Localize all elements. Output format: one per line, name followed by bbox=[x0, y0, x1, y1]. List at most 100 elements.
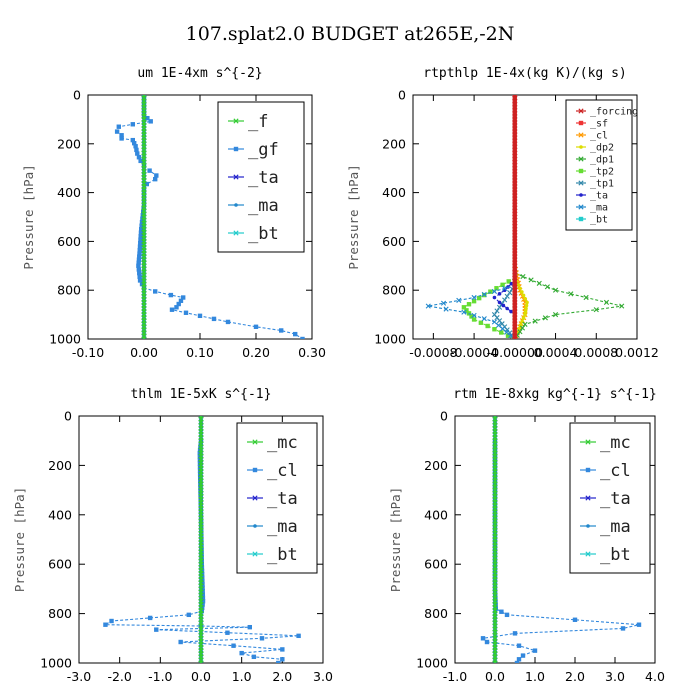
series-forcing-marker bbox=[512, 336, 518, 339]
series-tp1-marker bbox=[504, 293, 510, 299]
series-cl-marker bbox=[259, 636, 265, 641]
series-tp2-marker bbox=[492, 327, 497, 332]
series-dp2-marker bbox=[521, 293, 526, 298]
legend-label: _tp2 bbox=[590, 167, 614, 178]
legend-label: _dp1 bbox=[590, 155, 614, 166]
series-cl-marker bbox=[516, 643, 522, 648]
series-tp1-marker bbox=[496, 304, 503, 310]
legend-label: _cl bbox=[267, 461, 298, 481]
series-cl-marker bbox=[620, 626, 626, 631]
legend-swatch-marker bbox=[578, 168, 584, 174]
series-dp1-marker bbox=[532, 318, 538, 324]
x-tick-label: -1.0 bbox=[443, 669, 467, 684]
y-tick-label: 400 bbox=[57, 185, 81, 200]
series-dp2-marker bbox=[518, 323, 523, 327]
legend-label: _ta bbox=[590, 191, 608, 202]
legend-swatch-marker bbox=[579, 193, 583, 197]
series-gf-marker bbox=[181, 295, 186, 300]
series-gf-marker bbox=[253, 324, 259, 329]
legend-swatch-marker bbox=[234, 203, 238, 207]
series-mc-marker bbox=[492, 660, 498, 663]
x-tick-label: -0.0008 bbox=[409, 345, 457, 360]
panel-title: thlm 1E-5xK s^{-1} bbox=[131, 387, 272, 402]
y-axis-label: Pressure [hPa] bbox=[346, 164, 361, 269]
legend: _mc _cl _ta _ma _bt bbox=[569, 422, 651, 574]
series-dp1-marker bbox=[520, 273, 526, 280]
series-gf-marker bbox=[136, 267, 142, 272]
series-cl-marker bbox=[520, 653, 526, 658]
series-tp2-marker bbox=[469, 314, 474, 319]
series-cl-marker bbox=[636, 622, 642, 627]
x-tick-label: 1.0 bbox=[232, 669, 252, 684]
series-dp1-marker bbox=[542, 315, 548, 321]
series-ma-marker bbox=[425, 303, 431, 309]
legend: _forcing_sf_cl_dp2_dp1_tp2_tp1_ta_ma_bt bbox=[565, 99, 638, 231]
series-ma-marker bbox=[471, 294, 477, 301]
legend-swatch-marker bbox=[233, 230, 239, 236]
y-tick-label: 800 bbox=[57, 283, 81, 298]
series-cl-marker bbox=[516, 657, 522, 662]
y-tick-label: 0 bbox=[73, 88, 81, 103]
x-tick-label: 0.0 bbox=[191, 669, 211, 684]
series-gf-marker bbox=[133, 144, 138, 149]
y-tick-label: 200 bbox=[424, 458, 448, 473]
legend-label: _ta bbox=[600, 489, 631, 509]
series-dp1-marker bbox=[583, 294, 589, 301]
series-cl-marker bbox=[512, 631, 518, 636]
series-cl-marker bbox=[296, 633, 301, 639]
y-axis-label: Pressure [hPa] bbox=[21, 164, 36, 269]
series-cl-marker bbox=[231, 643, 236, 648]
series-gf-marker bbox=[153, 289, 158, 294]
series-gf-marker bbox=[114, 129, 120, 134]
series-dp1-marker bbox=[619, 303, 625, 309]
series-ma-marker bbox=[440, 300, 447, 306]
series-gf-marker bbox=[138, 240, 143, 246]
x-tick-label: 0.0012 bbox=[615, 345, 659, 360]
series-ma-marker bbox=[481, 291, 487, 298]
legend-label: _gf bbox=[248, 140, 279, 160]
legend-swatch-marker bbox=[579, 145, 583, 149]
legend-label: _tp1 bbox=[590, 179, 614, 190]
panel-title: um 1E-4xm s^{-2} bbox=[137, 66, 262, 81]
series-gf-marker bbox=[293, 331, 298, 337]
x-tick-label: 4.0 bbox=[645, 669, 665, 684]
series-ma-marker bbox=[443, 306, 449, 312]
series-ma-marker bbox=[471, 312, 477, 319]
series-gf-marker bbox=[132, 140, 137, 146]
series-gf-marker bbox=[154, 173, 159, 178]
legend: _mc _cl _ta _ma _bt bbox=[236, 422, 318, 574]
x-tick-label: 3.0 bbox=[605, 669, 625, 684]
x-tick-label: -3.0 bbox=[67, 669, 91, 684]
series-gf-marker bbox=[139, 223, 144, 228]
series-cl-marker bbox=[480, 636, 486, 641]
y-tick-label: 400 bbox=[48, 507, 72, 522]
y-tick-label: 0 bbox=[398, 88, 406, 103]
x-tick-label: 0.0 bbox=[485, 669, 505, 684]
series-gf-marker bbox=[169, 307, 175, 312]
series-dp1-marker bbox=[552, 312, 559, 318]
legend-label: _bt bbox=[600, 545, 631, 565]
series-tp2-marker bbox=[471, 298, 477, 304]
legend: _f _gf _ta _ma _bt bbox=[217, 101, 305, 253]
series-gf-marker bbox=[279, 328, 284, 333]
series-gf-marker bbox=[119, 133, 124, 138]
x-tick-label: -2.0 bbox=[107, 669, 131, 684]
series-dp1-marker bbox=[603, 299, 610, 305]
series-gf-marker bbox=[174, 305, 179, 310]
series-cl-marker bbox=[251, 654, 257, 660]
series-tp2-marker bbox=[488, 289, 493, 294]
series-cl-marker bbox=[154, 627, 159, 632]
legend-swatch-marker bbox=[578, 108, 584, 114]
series-ma-marker bbox=[491, 319, 498, 325]
series-tp2-marker bbox=[466, 302, 472, 307]
series-cl-marker bbox=[186, 612, 191, 618]
y-axis-label: Pressure [hPa] bbox=[388, 487, 403, 592]
series-dp1-marker bbox=[552, 287, 559, 293]
series-gf-marker bbox=[137, 251, 142, 256]
series-cl-marker bbox=[280, 657, 285, 662]
series-mc-marker bbox=[198, 660, 204, 663]
series-gf-marker bbox=[119, 136, 124, 141]
series-dp1-marker bbox=[544, 284, 550, 290]
series-gf-marker bbox=[168, 292, 174, 298]
panel-title: rtm 1E-8xkg kg^{-1} s^{-1} bbox=[453, 387, 657, 402]
